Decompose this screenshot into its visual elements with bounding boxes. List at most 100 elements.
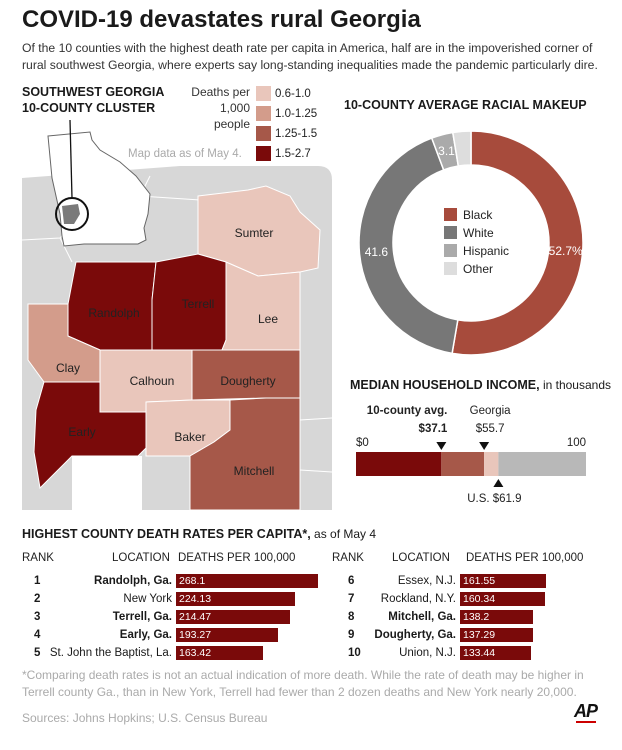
county-label-dougherty: Dougherty	[220, 374, 275, 388]
rank-number: 1	[34, 575, 41, 587]
income-marker-value: $37.1	[419, 423, 448, 435]
legend-label: 1.0-1.25	[275, 107, 318, 120]
income-marker-label: U.S. $61.9	[467, 493, 521, 505]
col-header-deaths-left: DEATHS PER 100,000	[178, 552, 296, 564]
rank-number: 10	[348, 647, 361, 659]
rankings-title-main: HIGHEST COUNTY DEATH RATES PER CAPITA*,	[22, 527, 311, 541]
donut-legend-swatch	[444, 226, 457, 239]
legend-label: 1.5-2.7	[275, 147, 311, 160]
rank-location: Union, N.J.	[399, 647, 456, 659]
map-legend-title-line2: 1,000 people	[213, 101, 250, 131]
map-title: SOUTHWEST GEORGIA 10-COUNTY CLUSTER	[22, 84, 164, 116]
map-title-line2: 10-COUNTY CLUSTER	[22, 101, 156, 115]
map-pointer-line	[69, 119, 73, 199]
map-legend-item: 1.0-1.25	[256, 106, 317, 121]
rankings-title-suffix: as of May 4	[314, 527, 377, 541]
county-map: Sumter Randolph Terrell Lee Clay Calhoun…	[21, 119, 333, 511]
legend-swatch	[256, 146, 271, 161]
donut-slice-white	[358, 137, 459, 355]
rank-location: New York	[123, 593, 172, 605]
income-marker-label: 10-county avg.	[367, 405, 448, 417]
rank-location: Terrell, Ga.	[112, 611, 172, 623]
donut-slice-black	[451, 130, 584, 356]
donut-label-white: 41.6	[365, 245, 389, 259]
map-legend-item: 1.5-2.7	[256, 146, 311, 161]
income-bar-chart: 10-county avg. $37.1 Georgia $55.7 U.S. $61.…	[356, 405, 586, 505]
income-marker-label: Georgia	[470, 405, 512, 417]
rank-number: 9	[348, 629, 355, 641]
col-header-location-right: LOCATION	[392, 552, 450, 564]
income-segment	[356, 452, 442, 476]
county-label-mitchell: Mitchell	[234, 464, 275, 478]
rank-bar: 133.44	[460, 646, 531, 660]
donut-legend-swatch	[444, 262, 457, 275]
rank-location: Essex, N.J.	[397, 575, 456, 587]
rank-location: Randolph, Ga.	[94, 575, 172, 587]
rank-number: 2	[34, 593, 41, 605]
donut-legend-label: White	[463, 226, 494, 240]
donut-label-hispanic: 3.1	[438, 144, 455, 158]
rank-number: 6	[348, 575, 355, 587]
donut-title: 10-COUNTY AVERAGE RACIAL MAKEUP	[344, 98, 587, 112]
income-title: MEDIAN HOUSEHOLD INCOME, in thousands	[350, 378, 611, 392]
ap-logo: AP	[574, 701, 598, 721]
col-header-rank-left: RANK	[22, 552, 54, 564]
legend-label: 1.25-1.5	[275, 127, 318, 140]
rank-number: 8	[348, 611, 355, 623]
rank-bar: 224.13	[176, 592, 295, 606]
map-legend-title: Deaths per 1,000 people	[184, 84, 250, 132]
income-segment	[484, 452, 499, 476]
income-marker	[479, 442, 490, 450]
rank-number: 7	[348, 593, 355, 605]
map-legend-item: 0.6-1.0	[256, 86, 311, 101]
rankings-title: HIGHEST COUNTY DEATH RATES PER CAPITA*, …	[22, 527, 376, 541]
rank-bar: 137.29	[460, 628, 533, 642]
rank-bar: 214.47	[176, 610, 290, 624]
county-mitchell	[189, 397, 301, 511]
col-header-deaths-right: DEATHS PER 100,000	[466, 552, 584, 564]
donut-slice-other	[451, 130, 472, 167]
rank-number: 5	[34, 647, 41, 659]
income-marker	[436, 442, 447, 450]
county-label-randolph: Randolph	[88, 306, 139, 320]
legend-swatch	[256, 106, 271, 121]
rank-bar: 268.1	[176, 574, 318, 588]
income-segment	[441, 452, 485, 476]
rank-location: St. John the Baptist, La.	[49, 647, 172, 659]
rank-number: 3	[34, 611, 41, 623]
map-title-line1: SOUTHWEST GEORGIA	[22, 85, 165, 99]
income-axis-min-label: $0	[356, 437, 369, 449]
page-subtitle: Of the 10 counties with the highest deat…	[22, 41, 598, 72]
ap-logo-underline	[576, 721, 596, 723]
rank-bar: 193.27	[176, 628, 279, 642]
income-title-main: MEDIAN HOUSEHOLD INCOME,	[350, 378, 540, 392]
county-label-early: Early	[68, 425, 95, 439]
sources: Sources: Johns Hopkins; U.S. Census Bure…	[22, 711, 268, 725]
county-blank	[72, 456, 142, 510]
legend-swatch	[256, 86, 271, 101]
donut-legend-swatch	[444, 208, 457, 221]
col-header-location-left: LOCATION	[112, 552, 170, 564]
map-legend-title-line1: Deaths per	[191, 85, 250, 99]
rank-location: Dougherty, Ga.	[374, 629, 456, 641]
rank-location: Mitchell, Ga.	[388, 611, 456, 623]
income-marker-value: $55.7	[476, 423, 505, 435]
map-data-note: Map data as of May 4.	[128, 148, 242, 160]
rank-number: 4	[34, 629, 41, 641]
footnote: *Comparing death rates is not an actual …	[22, 668, 584, 699]
county-label-clay: Clay	[56, 361, 80, 375]
racial-makeup-donut: 52.7% 41.6 3.1 Black White Hispanic Other	[358, 130, 584, 356]
county-label-baker: Baker	[174, 430, 205, 444]
donut-legend-label: Hispanic	[463, 244, 509, 258]
rank-bar: 160.34	[460, 592, 545, 606]
georgia-cluster-shape	[62, 204, 80, 224]
map-legend-item: 1.25-1.5	[256, 126, 317, 141]
rank-location: Early, Ga.	[119, 629, 172, 641]
rank-bar: 161.55	[460, 574, 546, 588]
income-marker	[493, 479, 504, 487]
county-label-terrell: Terrell	[182, 297, 215, 311]
rank-bar: 138.2	[460, 610, 534, 624]
donut-label-black: 52.7%	[549, 244, 583, 258]
county-label-sumter: Sumter	[235, 226, 274, 240]
county-label-calhoun: Calhoun	[130, 374, 175, 388]
